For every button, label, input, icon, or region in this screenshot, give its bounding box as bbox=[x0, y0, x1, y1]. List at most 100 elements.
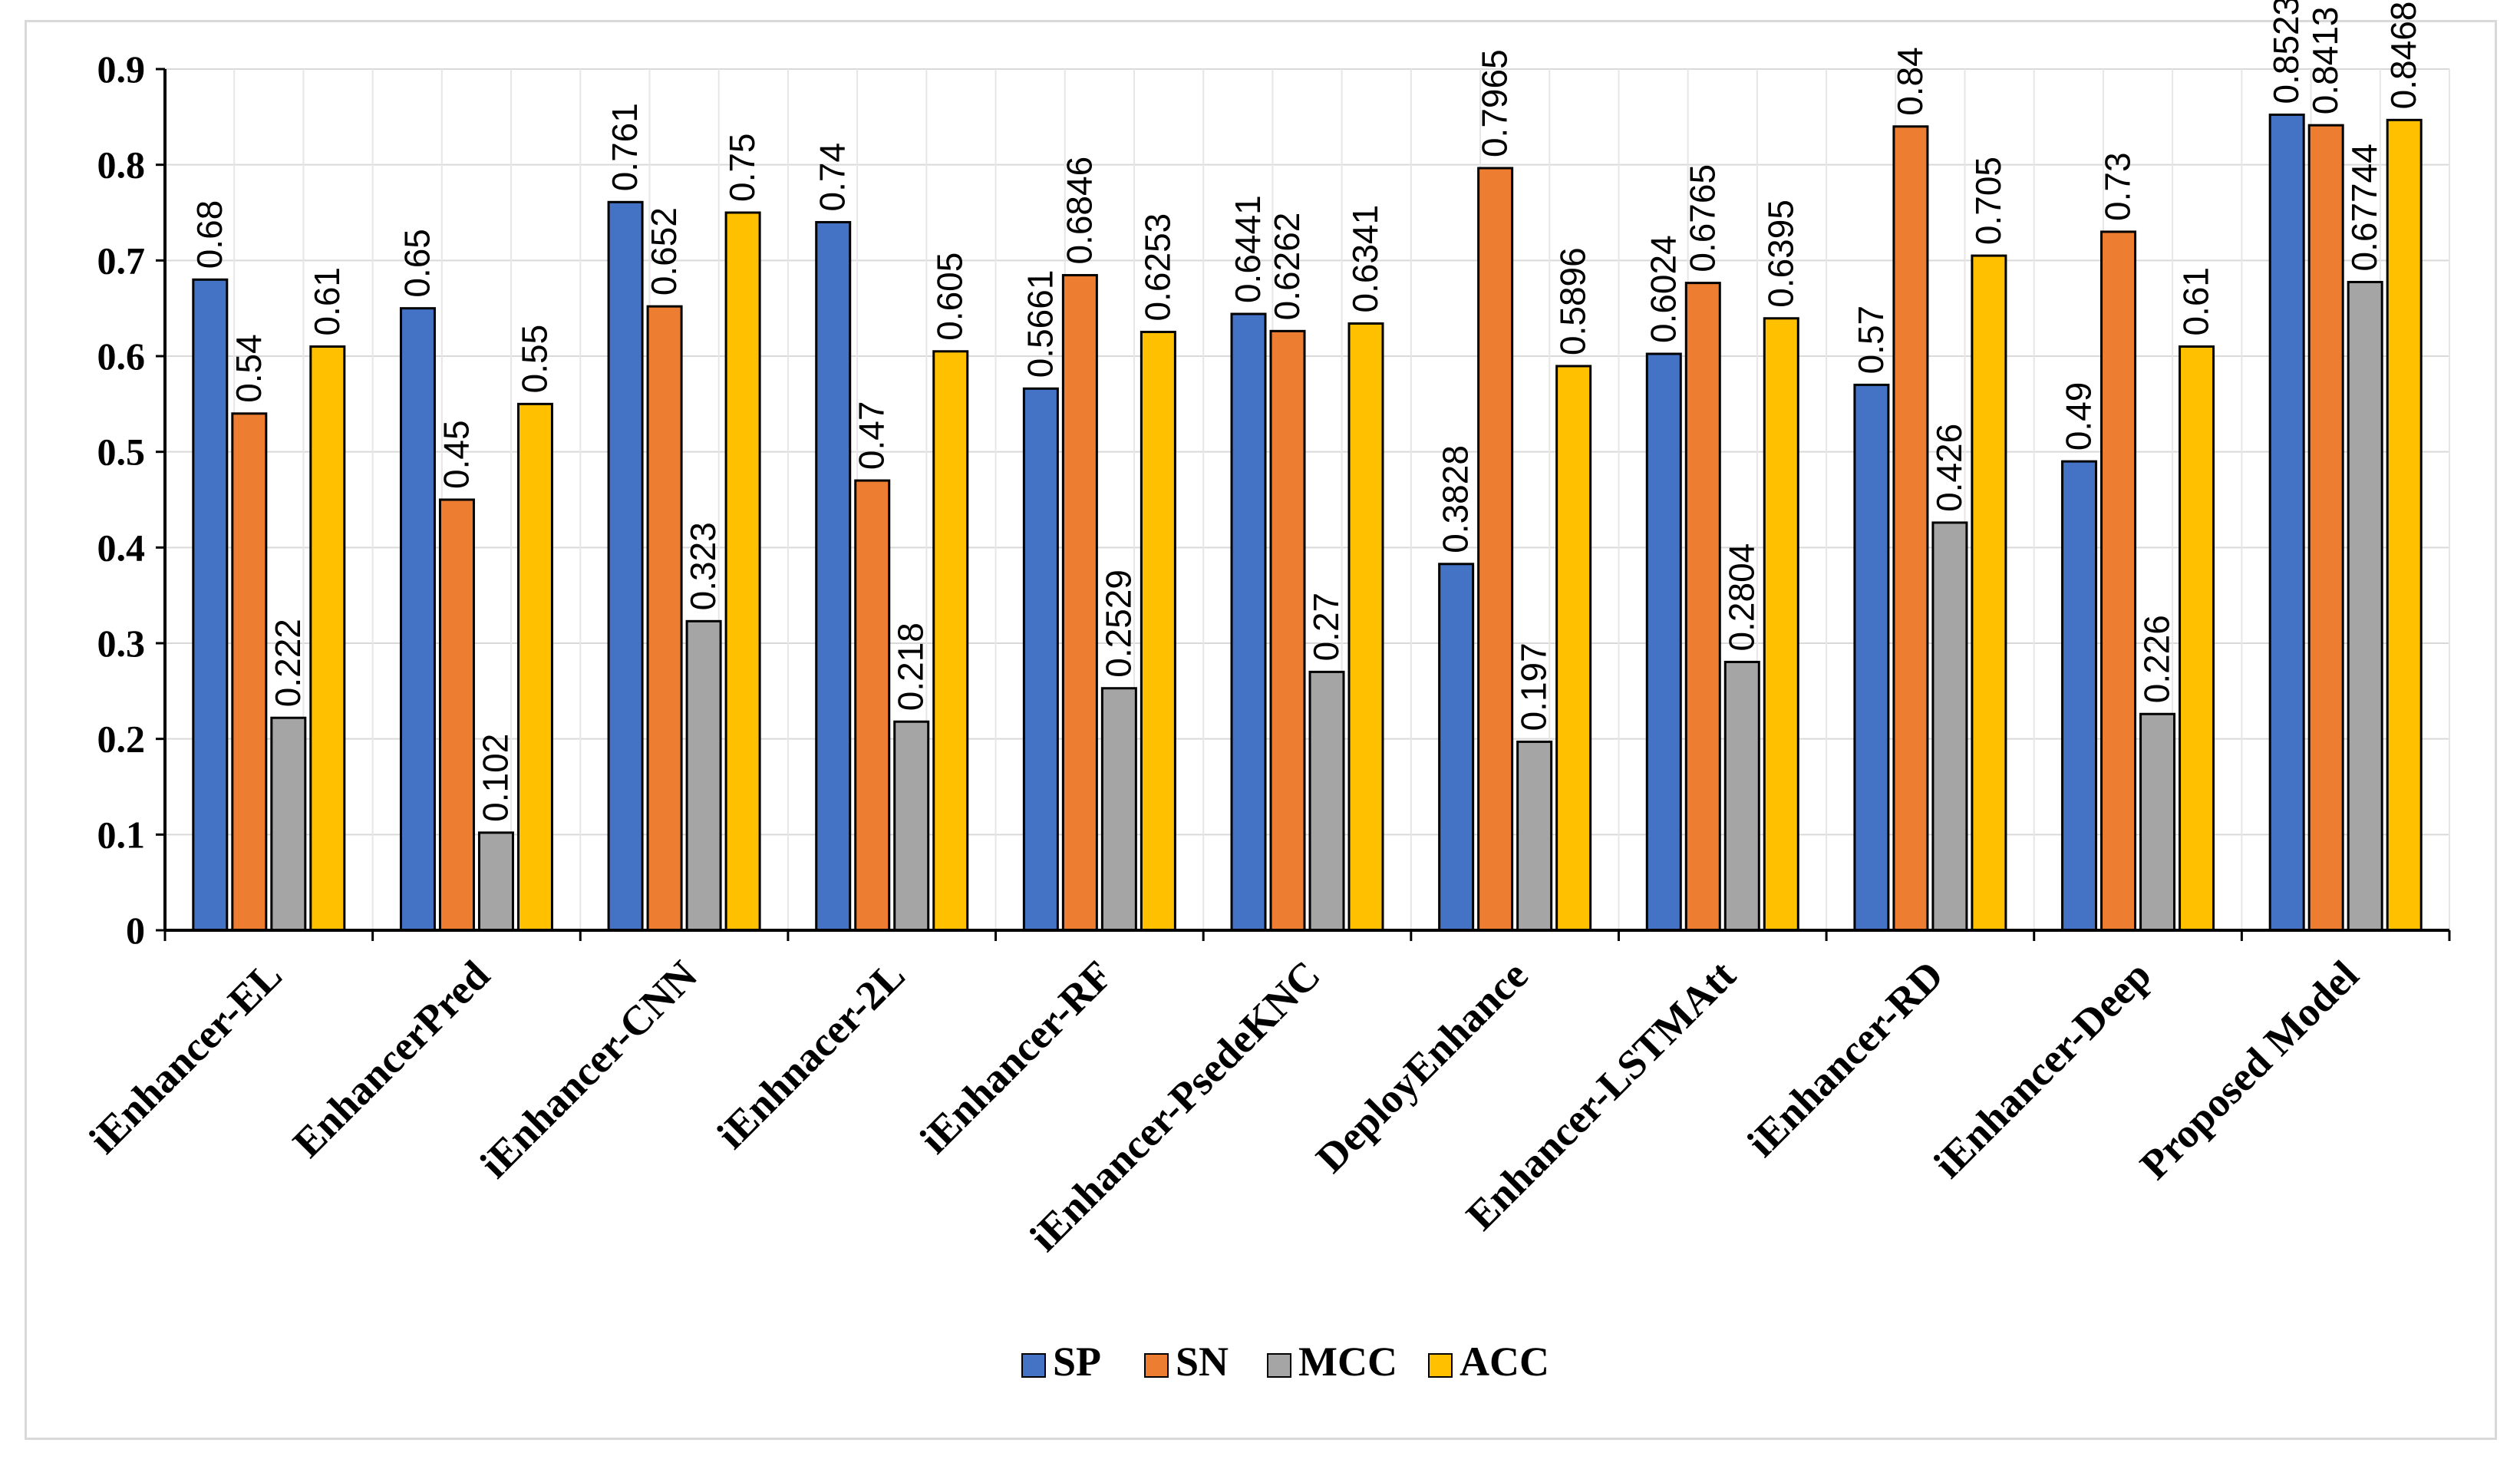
bar-acc-ienhancer-rd bbox=[1971, 254, 2007, 932]
bar-acc-ienhancer-psedeknc bbox=[1347, 322, 1384, 932]
bar-acc-ienhnacer-2l bbox=[932, 350, 969, 932]
data-label-sp-enhancerpred: 0.65 bbox=[397, 229, 437, 298]
data-label-sn-ienhancer-psedeknc: 0.6262 bbox=[1267, 213, 1307, 321]
data-label-sn-enhancerpred: 0.45 bbox=[436, 420, 476, 489]
bar-sp-proposed-model bbox=[2268, 113, 2305, 932]
bar-sp-ienhancer-deep bbox=[2061, 460, 2098, 932]
bar-sn-ienhancer-el bbox=[231, 412, 268, 932]
data-label-mcc-enhancerpred: 0.102 bbox=[475, 734, 515, 822]
bar-sn-ienhancer-deep bbox=[2100, 230, 2137, 932]
data-label-mcc-ienhancer-deep: 0.226 bbox=[2137, 615, 2177, 703]
category-label-ienhancer-rd: iEnhancer-RD bbox=[1738, 952, 1952, 1166]
legend-swatch-sn bbox=[1144, 1353, 1169, 1378]
y-tick-label: 0.1 bbox=[97, 813, 146, 856]
bar-mcc-deployenhance bbox=[1516, 740, 1553, 932]
legend-label-sp: SP bbox=[1053, 1339, 1101, 1385]
y-tick-label: 0.3 bbox=[97, 622, 146, 665]
data-label-acc-ienhancer-rf: 0.6253 bbox=[1137, 213, 1177, 322]
bar-acc-enhancerpred bbox=[516, 402, 553, 932]
y-tick-label: 0.9 bbox=[97, 48, 146, 91]
bar-sn-enhancerpred bbox=[438, 498, 475, 932]
data-label-acc-ienhancer-deep: 0.61 bbox=[2176, 267, 2216, 336]
bar-sp-enhancerpred bbox=[399, 307, 436, 932]
bar-mcc-proposed-model bbox=[2347, 280, 2383, 932]
legend-swatch-acc bbox=[1428, 1353, 1453, 1378]
y-tick-label: 0.6 bbox=[97, 335, 146, 378]
data-label-sn-proposed-model: 0.8413 bbox=[2305, 6, 2345, 114]
data-label-sn-ienhancer-rf: 0.6846 bbox=[1059, 157, 1099, 265]
data-label-mcc-ienhancer-rf: 0.2529 bbox=[1098, 570, 1138, 678]
data-label-mcc-ienhnacer-2l: 0.218 bbox=[891, 622, 931, 711]
data-label-sn-deployenhance: 0.7965 bbox=[1475, 49, 1515, 157]
y-tick-label: 0.8 bbox=[97, 144, 146, 187]
bar-sn-ienhancer-rd bbox=[1892, 125, 1929, 932]
bar-mcc-ienhancer-cnn bbox=[685, 619, 722, 932]
bar-sn-enhancer-lstmatt bbox=[1684, 282, 1721, 932]
bar-mcc-ienhancer-rd bbox=[1931, 521, 1968, 932]
data-label-acc-ienhancer-rd: 0.705 bbox=[1968, 157, 2008, 245]
bar-mcc-ienhancer-rf bbox=[1100, 687, 1137, 932]
bar-acc-ienhancer-rf bbox=[1140, 330, 1176, 932]
bar-acc-enhancer-lstmatt bbox=[1763, 317, 1799, 932]
bar-sp-ienhancer-el bbox=[192, 278, 229, 932]
bar-sn-ienhancer-rf bbox=[1061, 274, 1098, 932]
bar-sp-deployenhance bbox=[1438, 563, 1475, 932]
data-label-mcc-enhancer-lstmatt: 0.2804 bbox=[1721, 543, 1761, 652]
data-label-mcc-ienhancer-rd: 0.426 bbox=[1929, 424, 1969, 512]
data-label-mcc-ienhancer-psedeknc: 0.27 bbox=[1306, 593, 1346, 662]
category-label-deployenhance: DeployEnhance bbox=[1307, 952, 1536, 1181]
category-label-proposed-model: Proposed Model bbox=[2131, 952, 2367, 1188]
data-label-sp-proposed-model: 0.8523 bbox=[2266, 0, 2306, 104]
data-labels: 0.68 0.54 0.222 0.61 0.65 0.45 0.102 0.55 0.761 0… bbox=[190, 0, 2423, 822]
bar-mcc-ienhancer-psedeknc bbox=[1308, 670, 1345, 932]
bar-sn-deployenhance bbox=[1477, 167, 1514, 932]
data-label-acc-ienhnacer-2l: 0.605 bbox=[930, 253, 970, 341]
data-label-sn-ienhancer-el: 0.54 bbox=[229, 334, 269, 403]
y-tick-labels: 0 0.1 0.2 0.3 0.4 0.5 0.6 0.7 0.8 0.9 bbox=[97, 48, 146, 952]
bar-mcc-ienhnacer-2l bbox=[893, 720, 930, 932]
data-label-sp-ienhancer-cnn: 0.761 bbox=[605, 103, 645, 191]
data-label-sn-ienhancer-cnn: 0.652 bbox=[644, 207, 684, 296]
legend-label-acc: ACC bbox=[1460, 1339, 1549, 1385]
bar-mcc-ienhancer-deep bbox=[2139, 712, 2176, 932]
bar-sp-ienhancer-rd bbox=[1853, 383, 1890, 932]
category-label-ienhancer-cnn: iEnhancer-CNN bbox=[471, 952, 706, 1187]
bar-sp-ienhancer-rf bbox=[1022, 387, 1059, 932]
bar-acc-ienhancer-cnn bbox=[724, 211, 761, 932]
y-tick-label: 0.5 bbox=[97, 431, 146, 474]
data-label-sp-enhancer-lstmatt: 0.6024 bbox=[1643, 235, 1683, 343]
data-label-acc-ienhancer-psedeknc: 0.6341 bbox=[1345, 205, 1385, 313]
data-label-sp-ienhancer-rf: 0.5661 bbox=[1020, 270, 1060, 378]
bar-sp-ienhancer-psedeknc bbox=[1230, 312, 1267, 932]
bar-sn-ienhancer-psedeknc bbox=[1269, 329, 1306, 932]
bar-mcc-enhancerpred bbox=[477, 831, 514, 932]
data-label-acc-enhancer-lstmatt: 0.6395 bbox=[1760, 200, 1800, 308]
data-label-sp-ienhancer-rd: 0.57 bbox=[1851, 305, 1891, 375]
data-label-acc-proposed-model: 0.8468 bbox=[2383, 2, 2423, 110]
legend-swatch-mcc bbox=[1267, 1353, 1291, 1378]
bar-mcc-enhancer-lstmatt bbox=[1723, 660, 1760, 932]
bar-sp-ienhnacer-2l bbox=[815, 220, 852, 932]
data-label-acc-ienhancer-el: 0.61 bbox=[307, 267, 347, 336]
axes bbox=[156, 68, 2451, 941]
y-tick-label: 0.7 bbox=[97, 239, 146, 282]
data-label-acc-deployenhance: 0.5896 bbox=[1553, 247, 1593, 355]
data-label-sp-ienhancer-psedeknc: 0.6441 bbox=[1228, 195, 1268, 303]
category-label-enhancerpred: EnhancerPred bbox=[284, 952, 498, 1166]
y-tick-label: 0.4 bbox=[97, 526, 146, 569]
category-label-ienhnacer-2l: iEnhnacer-2L bbox=[708, 952, 914, 1157]
bar-mcc-ienhancer-el bbox=[270, 716, 307, 932]
data-label-sp-ienhancer-deep: 0.49 bbox=[2059, 382, 2099, 451]
data-label-sp-ienhancer-el: 0.68 bbox=[190, 200, 229, 269]
y-tick-label: 0.2 bbox=[97, 718, 146, 761]
data-label-sn-ienhnacer-2l: 0.47 bbox=[852, 401, 892, 471]
bar-sp-ienhancer-cnn bbox=[607, 200, 644, 932]
bar-sn-ienhnacer-2l bbox=[854, 479, 891, 932]
bars bbox=[192, 113, 2423, 932]
data-label-mcc-proposed-model: 0.67744 bbox=[2344, 144, 2384, 271]
legend-swatch-sp bbox=[1021, 1353, 1046, 1378]
data-label-sn-ienhancer-rd: 0.84 bbox=[1890, 47, 1930, 116]
data-label-mcc-ienhancer-el: 0.222 bbox=[268, 619, 308, 707]
